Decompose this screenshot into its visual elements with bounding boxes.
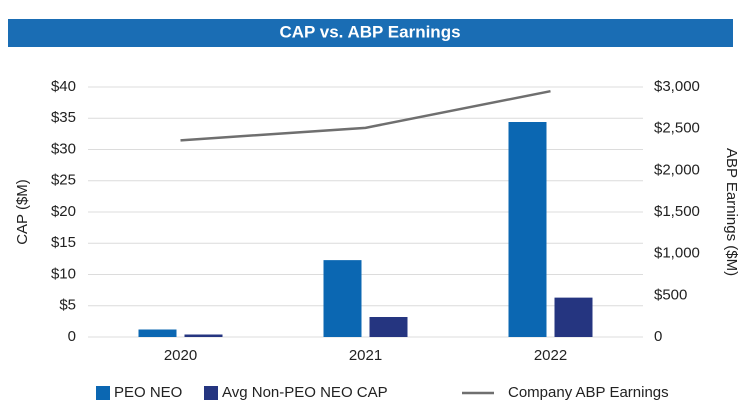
- y-tick-label: $30: [51, 140, 76, 157]
- bar: [369, 317, 408, 337]
- x-tick-label: 2020: [164, 347, 197, 364]
- y-tick-label: $40: [51, 78, 76, 95]
- y2-tick-label: $1,000: [654, 245, 700, 262]
- legend-label: Avg Non-PEO NEO CAP: [222, 384, 388, 401]
- y-tick-label: 0: [68, 328, 76, 345]
- y-tick-label: $35: [51, 109, 76, 126]
- bar: [138, 329, 177, 337]
- legend-label: PEO NEO: [114, 384, 182, 401]
- x-tick-label: 2021: [349, 347, 382, 364]
- y2-tick-label: $2,000: [654, 161, 700, 178]
- y2-axis-label: ABP Earnings ($M): [723, 148, 740, 276]
- y-tick-label: $5: [59, 297, 76, 314]
- line-series: [180, 89, 551, 142]
- y2-tick-label: $1,500: [654, 203, 700, 220]
- y-tick-label: $25: [51, 172, 76, 189]
- title-band: [8, 19, 733, 47]
- legend-swatch: [204, 386, 218, 400]
- y2-tick-label: $500: [654, 286, 687, 303]
- y-tick-label: $15: [51, 234, 76, 251]
- bar: [323, 260, 362, 337]
- y2-tick-label: $2,500: [654, 120, 700, 137]
- chart-title: CAP vs. ABP Earnings: [279, 22, 460, 41]
- legend-label: Company ABP Earnings: [508, 384, 669, 401]
- y-axis-label: CAP ($M): [14, 179, 31, 245]
- legend-swatch: [96, 386, 110, 400]
- y2-tick-label: $3,000: [654, 78, 700, 95]
- y-tick-label: $20: [51, 203, 76, 220]
- x-tick-label: 2022: [534, 347, 567, 364]
- bar: [554, 297, 593, 337]
- bar: [184, 334, 223, 337]
- y-tick-label: $10: [51, 265, 76, 282]
- y2-tick-label: 0: [654, 328, 662, 345]
- bar: [508, 122, 547, 337]
